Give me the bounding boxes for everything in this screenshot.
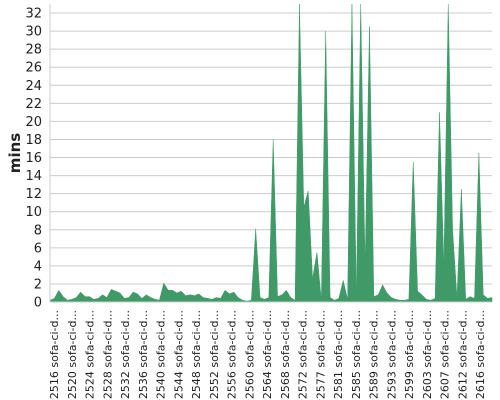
y-tick-label: 0 <box>34 296 42 311</box>
series-area <box>49 3 493 303</box>
y-tick-label: 2 <box>34 277 42 292</box>
x-tick-label: #2536 sofa-ci-d... <box>137 310 150 400</box>
x-tick-label: #2556 sofa-ci-d... <box>226 310 239 400</box>
series-area-group <box>49 3 493 303</box>
x-tick-label: #2524 sofa-ci-d... <box>84 310 97 400</box>
x-tick-label: #2520 sofa-ci-d... <box>66 310 79 400</box>
y-tick-label: 26 <box>25 61 42 76</box>
y-tick-label: 18 <box>25 133 42 148</box>
x-tick-label: #2568 sofa-ci-d... <box>279 310 292 400</box>
y-tick-label: 14 <box>25 169 42 184</box>
y-tick-label: 32 <box>25 7 42 22</box>
x-tick-label: #2593 sofa-ci-d... <box>385 310 398 400</box>
x-tick-label: #2603 sofa-ci-d... <box>421 310 434 400</box>
y-tick-label: 4 <box>34 259 42 274</box>
y-axis-title: mins <box>6 133 24 173</box>
x-tick-label: #2532 sofa-ci-d... <box>119 310 132 400</box>
x-tick-label: #2528 sofa-ci-d... <box>101 310 114 400</box>
axes <box>49 4 492 303</box>
x-tick-label: #2560 sofa-ci-d... <box>243 310 256 400</box>
x-tick-label: #2540 sofa-ci-d... <box>155 310 168 400</box>
x-tick-label: #2585 sofa-ci-d... <box>350 310 363 400</box>
x-tick-label: #2516 sofa-ci-d... <box>48 310 61 400</box>
y-tick-label: 22 <box>25 97 42 112</box>
x-tick-label: #2544 sofa-ci-d... <box>172 310 185 400</box>
y-tick-label: 24 <box>25 79 42 94</box>
x-tick-labels: #2516 sofa-ci-d... #2520 sofa-ci-d... #252… <box>48 310 487 400</box>
x-tick-label: #2577 sofa-ci-d... <box>314 310 327 400</box>
y-tick-label: 20 <box>25 115 42 130</box>
y-tick-label: 30 <box>25 25 42 40</box>
y-tick-label: 8 <box>34 223 42 238</box>
y-tick-label: 10 <box>25 205 42 220</box>
y-tick-label: 16 <box>25 151 42 166</box>
x-tick-label: #2581 sofa-ci-d... <box>332 310 345 400</box>
x-tick-label: #2589 sofa-ci-d... <box>368 310 381 400</box>
x-tick-label: #2607 sofa-ci-d... <box>439 310 452 400</box>
y-tick-label: 12 <box>25 187 42 202</box>
x-tick-label: #2552 sofa-ci-d... <box>208 310 221 400</box>
x-tick-label: #2572 sofa-ci-d... <box>297 310 310 400</box>
x-tick-label: #2612 sofa-ci-d... <box>456 310 469 400</box>
y-tick-label: 6 <box>34 241 42 256</box>
x-tick-label: #2599 sofa-ci-d... <box>403 310 416 400</box>
y-tick-label: 28 <box>25 43 42 58</box>
x-tick-label: #2548 sofa-ci-d... <box>190 310 203 400</box>
x-tick-label: #2564 sofa-ci-d... <box>261 310 274 400</box>
x-tick-label: #2616 sofa-ci-d... <box>474 310 487 400</box>
